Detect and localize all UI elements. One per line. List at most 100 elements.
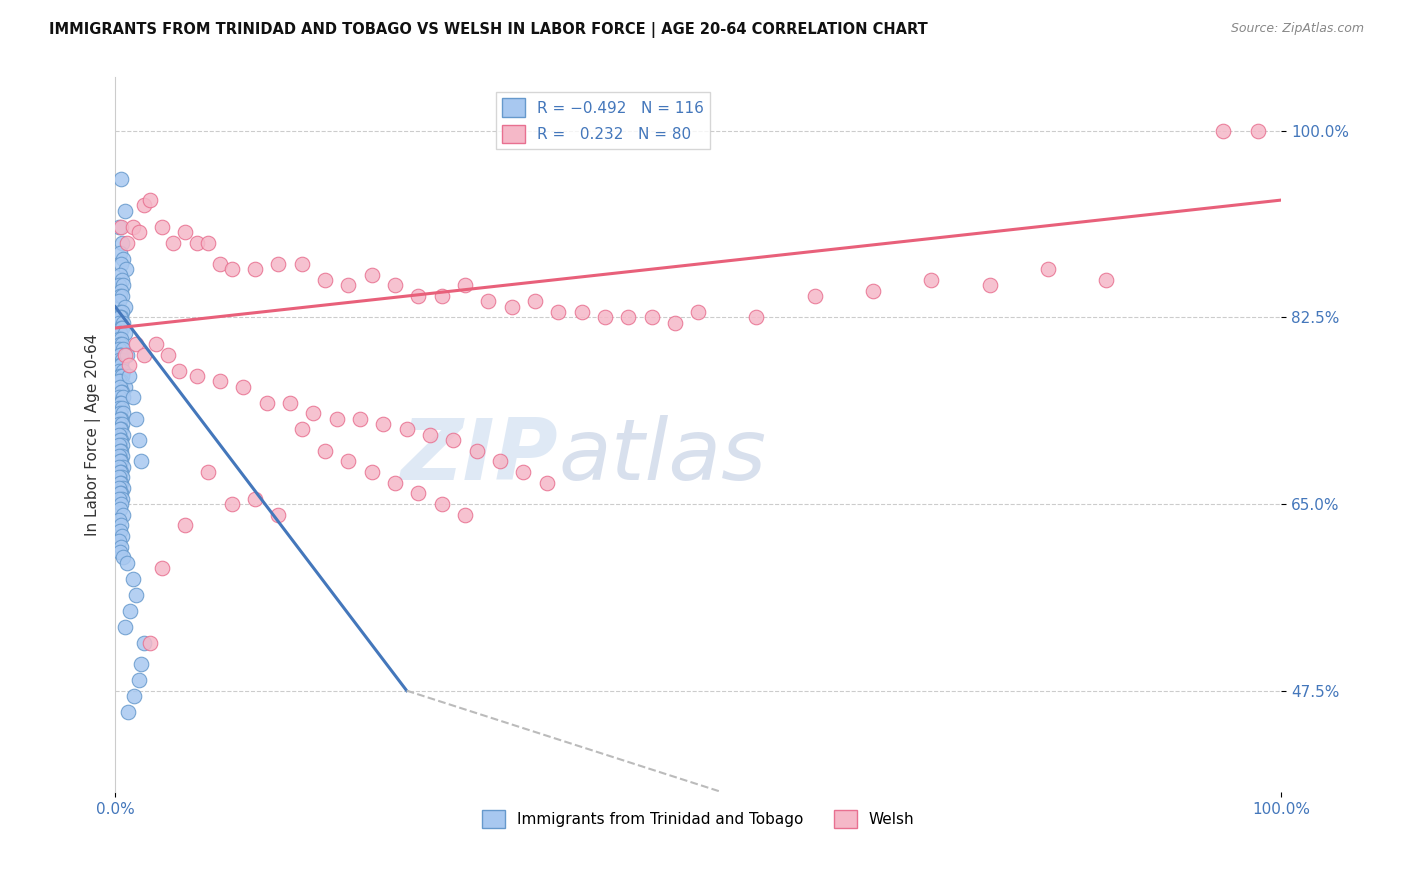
Point bbox=[373, 417, 395, 431]
Point bbox=[162, 235, 184, 250]
Point bbox=[256, 395, 278, 409]
Point bbox=[430, 289, 453, 303]
Point bbox=[112, 252, 135, 266]
Point bbox=[197, 235, 219, 250]
Point bbox=[114, 203, 136, 218]
Point bbox=[125, 588, 148, 602]
Point bbox=[134, 635, 156, 649]
Text: Source: ZipAtlas.com: Source: ZipAtlas.com bbox=[1230, 22, 1364, 36]
Point bbox=[111, 470, 134, 484]
Point bbox=[110, 475, 132, 490]
Point bbox=[112, 278, 135, 293]
Point bbox=[110, 310, 132, 325]
Text: IMMIGRANTS FROM TRINIDAD AND TOBAGO VS WELSH IN LABOR FORCE | AGE 20-64 CORRELAT: IMMIGRANTS FROM TRINIDAD AND TOBAGO VS W… bbox=[49, 22, 928, 38]
Point bbox=[121, 390, 143, 404]
Point bbox=[125, 411, 148, 425]
Point bbox=[108, 486, 131, 500]
Point bbox=[209, 375, 232, 389]
Point bbox=[110, 540, 132, 554]
Point bbox=[107, 364, 129, 378]
Point bbox=[128, 673, 150, 687]
Point bbox=[465, 443, 488, 458]
Text: atlas: atlas bbox=[558, 415, 766, 498]
Point bbox=[129, 454, 152, 468]
Point bbox=[174, 518, 197, 533]
Point bbox=[107, 459, 129, 474]
Point bbox=[291, 257, 314, 271]
Point bbox=[349, 411, 371, 425]
Point bbox=[111, 438, 134, 452]
Point bbox=[419, 427, 441, 442]
Point bbox=[108, 502, 131, 516]
Point bbox=[337, 278, 360, 293]
Point bbox=[156, 348, 179, 362]
Point bbox=[243, 262, 266, 277]
Point bbox=[114, 380, 136, 394]
Point bbox=[110, 219, 132, 234]
Point bbox=[501, 300, 523, 314]
Point bbox=[314, 443, 336, 458]
Point bbox=[108, 337, 131, 351]
Point bbox=[593, 310, 616, 325]
Point bbox=[139, 193, 162, 207]
Point bbox=[134, 348, 156, 362]
Point bbox=[112, 508, 135, 522]
Point bbox=[110, 411, 132, 425]
Point bbox=[108, 443, 131, 458]
Point bbox=[110, 422, 132, 436]
Y-axis label: In Labor Force | Age 20-64: In Labor Force | Age 20-64 bbox=[86, 334, 101, 536]
Point bbox=[107, 278, 129, 293]
Point bbox=[111, 529, 134, 543]
Point bbox=[107, 438, 129, 452]
Point bbox=[314, 273, 336, 287]
Point bbox=[108, 475, 131, 490]
Point bbox=[1212, 124, 1234, 138]
Point bbox=[110, 284, 132, 298]
Point bbox=[221, 262, 243, 277]
Point bbox=[107, 417, 129, 431]
Point bbox=[107, 513, 129, 527]
Point bbox=[112, 459, 135, 474]
Point bbox=[489, 454, 512, 468]
Point bbox=[454, 508, 477, 522]
Point bbox=[111, 369, 134, 384]
Point bbox=[243, 491, 266, 506]
Point bbox=[1247, 124, 1270, 138]
Point bbox=[112, 364, 135, 378]
Point bbox=[114, 300, 136, 314]
Point bbox=[547, 305, 569, 319]
Point bbox=[454, 278, 477, 293]
Point bbox=[111, 337, 134, 351]
Point bbox=[115, 556, 138, 570]
Point bbox=[111, 273, 134, 287]
Point bbox=[110, 433, 132, 447]
Point bbox=[112, 427, 135, 442]
Point bbox=[174, 225, 197, 239]
Point bbox=[117, 705, 139, 719]
Point bbox=[112, 343, 135, 357]
Point bbox=[129, 657, 152, 671]
Point bbox=[108, 246, 131, 260]
Point bbox=[523, 294, 546, 309]
Point bbox=[1036, 262, 1059, 277]
Point bbox=[114, 326, 136, 341]
Point bbox=[108, 310, 131, 325]
Text: ZIP: ZIP bbox=[401, 415, 558, 498]
Point bbox=[122, 689, 145, 703]
Point bbox=[108, 524, 131, 538]
Point bbox=[360, 465, 382, 479]
Point bbox=[688, 305, 710, 319]
Point bbox=[107, 219, 129, 234]
Point bbox=[110, 486, 132, 500]
Point bbox=[108, 348, 131, 362]
Point bbox=[186, 235, 208, 250]
Point bbox=[150, 219, 173, 234]
Point bbox=[979, 278, 1001, 293]
Point bbox=[112, 481, 135, 495]
Point bbox=[221, 497, 243, 511]
Point bbox=[150, 561, 173, 575]
Point bbox=[107, 375, 129, 389]
Point bbox=[128, 433, 150, 447]
Point bbox=[121, 219, 143, 234]
Point bbox=[118, 359, 141, 373]
